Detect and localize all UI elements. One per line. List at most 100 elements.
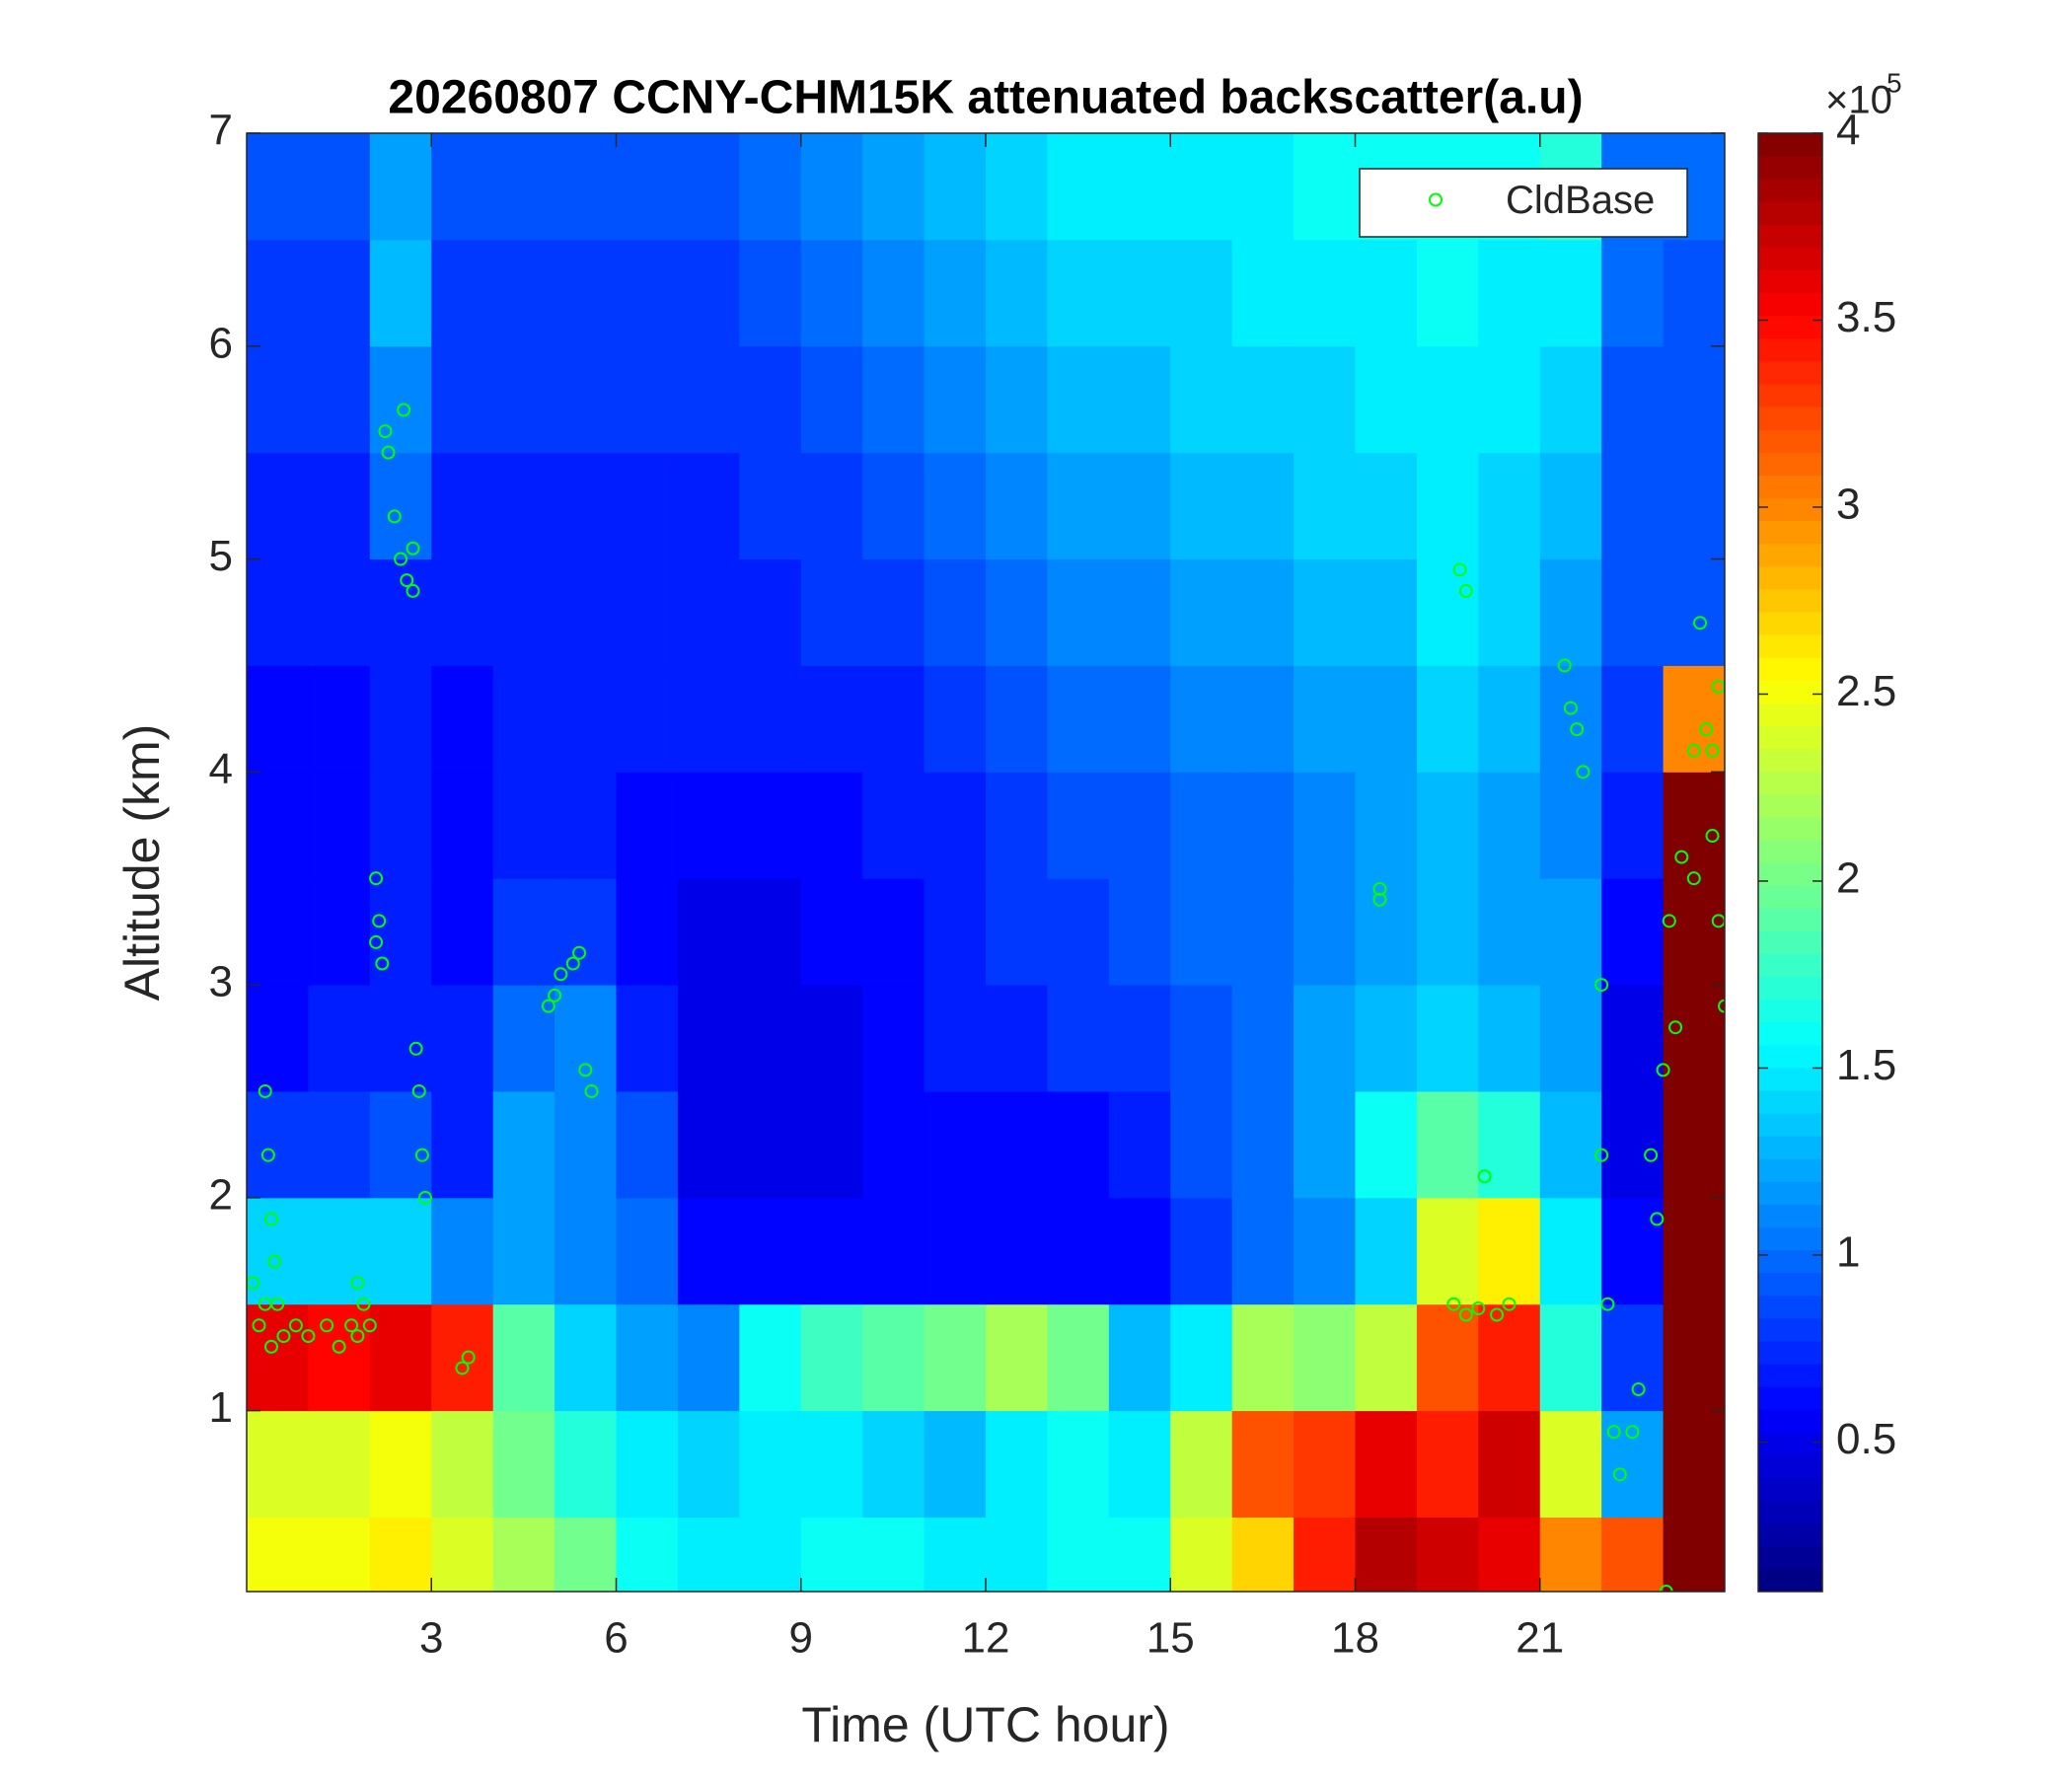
colorbar-step (1758, 1545, 1822, 1570)
heat-cell (1108, 772, 1171, 879)
heat-cell (616, 878, 679, 986)
heat-cell (369, 665, 432, 773)
heat-cell (1294, 452, 1356, 560)
heat-cell (1539, 1303, 1602, 1412)
colorbar-step (1758, 611, 1822, 635)
heat-cell (1294, 1517, 1356, 1592)
heat-cell (1539, 1410, 1602, 1518)
heat-cell (1294, 1090, 1356, 1199)
heat-cell (1601, 1090, 1665, 1199)
colorbar-step (1758, 247, 1822, 271)
heat-cell (1170, 133, 1233, 241)
heat-cell (369, 1517, 432, 1592)
cloud-base-point (1693, 616, 1708, 631)
colorbar-step (1758, 1454, 1822, 1479)
heat-cell (492, 1303, 555, 1412)
heat-cell (1663, 345, 1725, 454)
heat-cell (800, 985, 863, 1092)
cloud-base-point (1576, 765, 1591, 779)
heat-cell (1539, 452, 1602, 560)
heat-cell (369, 1090, 432, 1199)
cloud-base-point (276, 1329, 291, 1344)
cloud-base-point (418, 1190, 433, 1205)
y-tick-label: 4 (209, 745, 233, 793)
heat-cell (1416, 345, 1479, 454)
heat-cell (677, 1090, 740, 1199)
heat-cell (739, 772, 802, 879)
heat-cell (924, 985, 987, 1092)
heat-cell (247, 1410, 309, 1518)
colorbar-tick-label: 3.5 (1836, 293, 1896, 341)
heat-cell (555, 1090, 617, 1199)
heat-cell (862, 665, 925, 773)
heat-cell (369, 1410, 432, 1518)
cloud-base-point (1662, 914, 1676, 928)
heat-cell (1601, 345, 1665, 454)
cloud-base-point (1718, 999, 1725, 1013)
heat-cell (555, 558, 617, 666)
cloud-base-point (1372, 892, 1387, 907)
colorbar-tick-label: 2.5 (1836, 667, 1896, 715)
cloud-base-point (344, 1318, 359, 1333)
heat-cell (369, 1303, 432, 1412)
heat-cell (555, 665, 617, 773)
heat-cell (1478, 345, 1541, 454)
heat-cell (1416, 772, 1479, 879)
heat-cell (1231, 1517, 1295, 1592)
heat-cell (308, 1517, 371, 1592)
heat-cell (1355, 345, 1418, 454)
heat-cell (1108, 1303, 1171, 1412)
heat-cell (1047, 772, 1110, 879)
heat-cell (1294, 1197, 1356, 1305)
heat-cell (1108, 665, 1171, 773)
heat-cell (308, 345, 371, 454)
heat-cell (862, 452, 925, 560)
heat-cell (616, 1303, 679, 1412)
heat-cell (1663, 1303, 1725, 1412)
cloud-base-point (301, 1329, 316, 1344)
cloud-base-point (408, 1041, 423, 1056)
heat-cell (1478, 558, 1541, 666)
heat-cell (1047, 985, 1110, 1092)
cloud-base-point (369, 871, 384, 886)
heat-cell (986, 878, 1048, 986)
heat-cell (1478, 1517, 1541, 1592)
heat-cell (924, 1517, 987, 1592)
heat-cell (492, 452, 555, 560)
heat-cell (1047, 133, 1110, 241)
heat-cell (862, 1303, 925, 1412)
heat-cell (986, 345, 1048, 454)
heat-cell (555, 878, 617, 986)
heat-cell (1478, 452, 1541, 560)
heat-cell (369, 772, 432, 879)
colorbar-step (1758, 1113, 1822, 1137)
heat-cell (1539, 345, 1602, 454)
heat-cell (1355, 1090, 1418, 1199)
heat-cell (986, 1197, 1048, 1305)
heat-cell (247, 1090, 309, 1199)
heat-cell (1047, 239, 1110, 347)
heat-cell (924, 1410, 987, 1518)
heat-cell (862, 133, 925, 241)
heat-cell (800, 558, 863, 666)
heat-cell (862, 558, 925, 666)
cloud-base-point (406, 541, 420, 556)
heat-cell (308, 558, 371, 666)
heat-cell (1663, 1197, 1725, 1305)
heat-cell (800, 1517, 863, 1592)
heat-cell (1047, 452, 1110, 560)
heat-cell (862, 1517, 925, 1592)
heat-cell (1231, 772, 1295, 879)
heat-cell (1478, 1410, 1541, 1518)
heat-cell (986, 239, 1048, 347)
heat-cell (800, 1303, 863, 1412)
heat-cell (1047, 1303, 1110, 1412)
cloud-base-point (1686, 743, 1701, 758)
colorbar-multiplier: ×10 (1825, 79, 1892, 122)
heat-cell (1294, 1303, 1356, 1412)
x-tick-label: 18 (1331, 1614, 1379, 1663)
x-tick-label: 6 (604, 1614, 628, 1663)
heat-cell (492, 133, 555, 241)
cloud-base-point (1631, 1382, 1646, 1397)
heat-cell (739, 452, 802, 560)
